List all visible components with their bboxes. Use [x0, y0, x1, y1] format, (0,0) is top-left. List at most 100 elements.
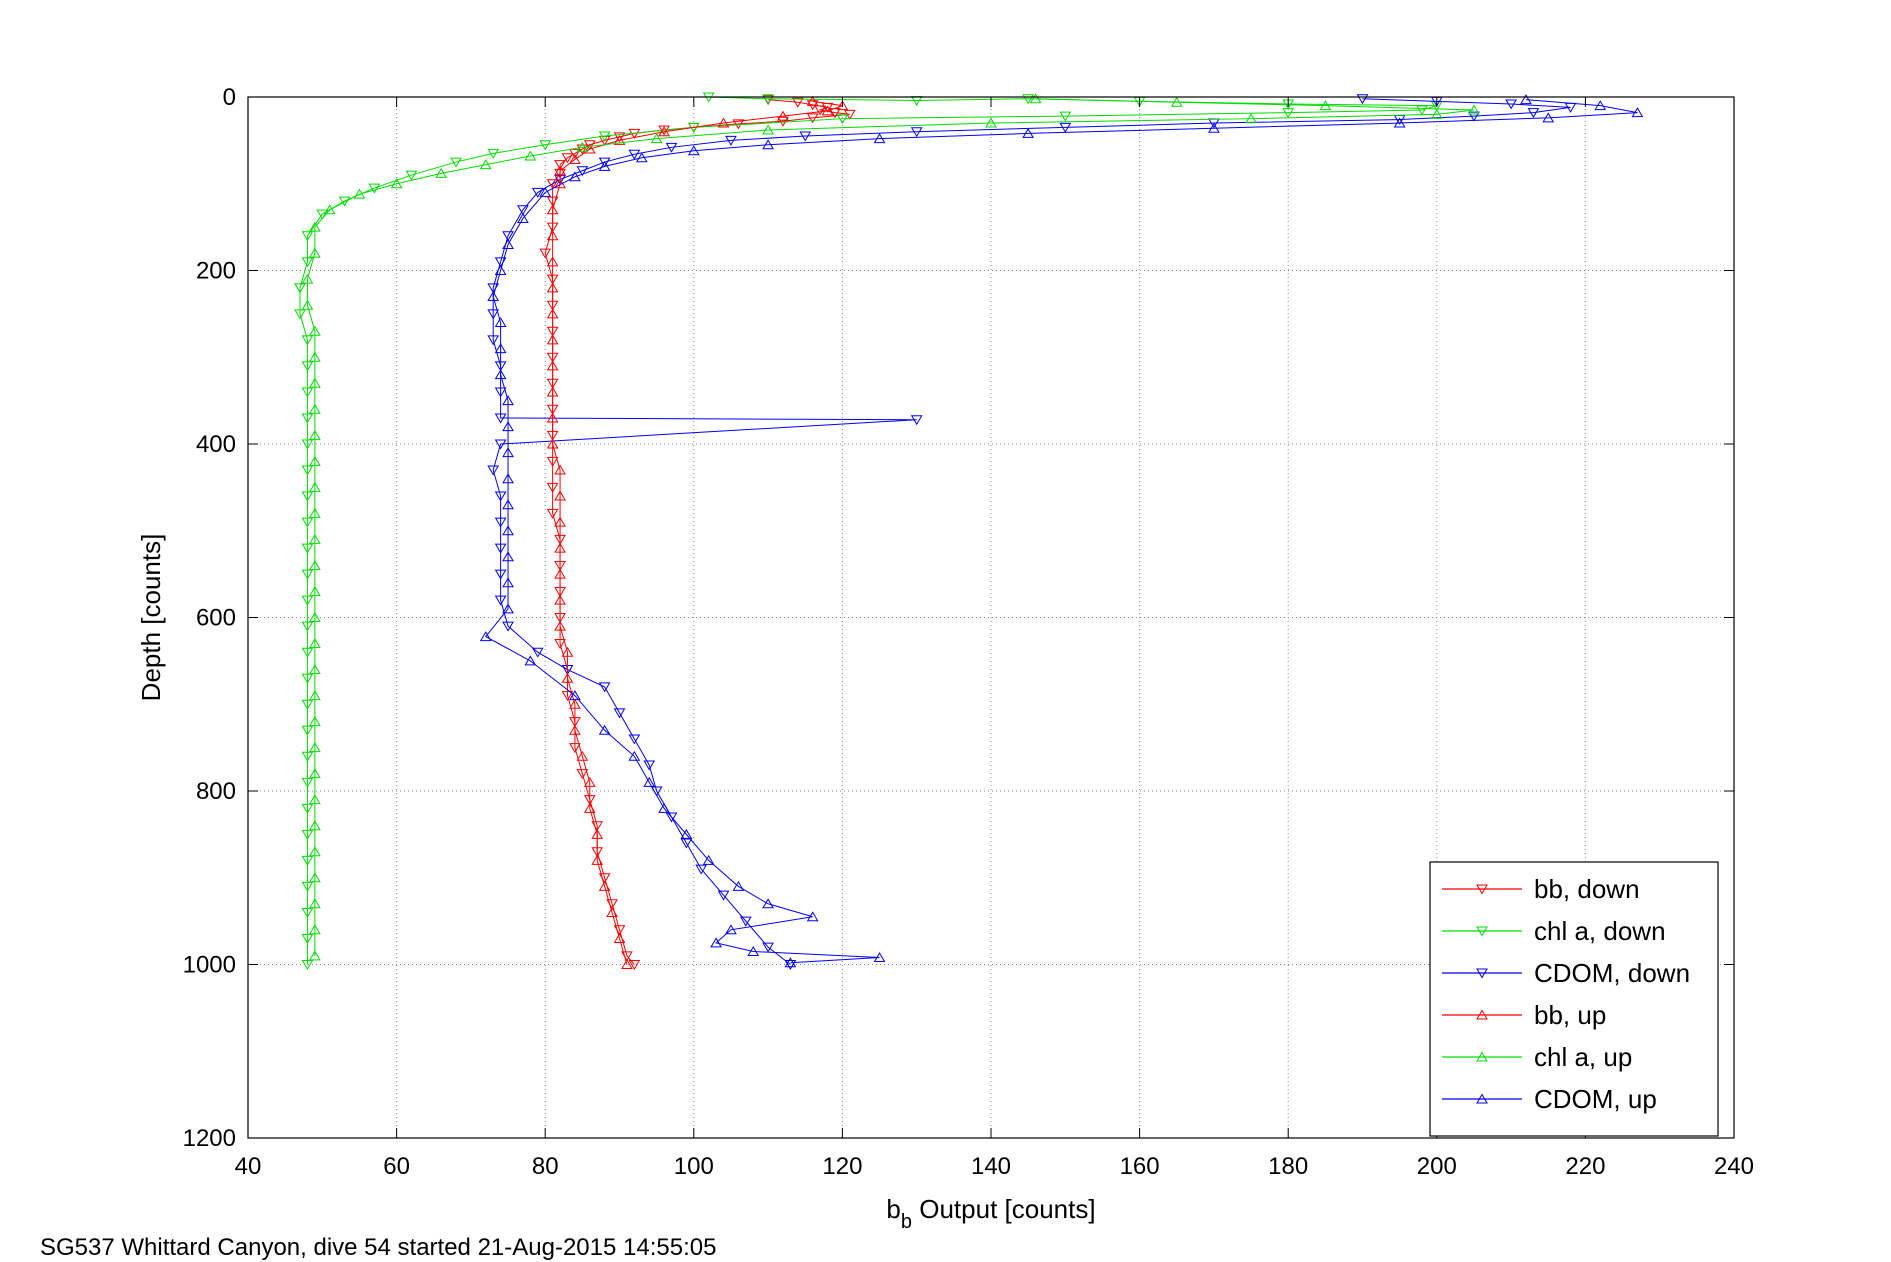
y-axis-label: Depth [counts]	[136, 534, 166, 702]
legend-label: CDOM, down	[1534, 958, 1690, 988]
data-point	[613, 932, 626, 943]
data-point	[1245, 113, 1257, 124]
data-point	[301, 257, 314, 268]
data-point	[554, 639, 566, 650]
data-point	[494, 265, 507, 275]
data-point	[502, 603, 514, 614]
data-point	[791, 97, 804, 108]
data-point	[301, 491, 314, 502]
data-point	[502, 231, 514, 242]
data-point	[739, 916, 752, 927]
data-point	[591, 828, 604, 839]
data-point	[301, 273, 314, 284]
data-point	[784, 957, 797, 968]
data-point	[546, 308, 559, 319]
data-point	[1022, 127, 1035, 138]
x-tick-label: 220	[1565, 1153, 1605, 1180]
data-point	[502, 525, 514, 536]
data-point	[308, 716, 321, 727]
data-point	[1208, 122, 1220, 133]
data-point	[598, 682, 611, 693]
series-line	[484, 99, 1638, 964]
data-point	[308, 820, 321, 831]
data-point	[1022, 94, 1035, 105]
data-point	[747, 946, 760, 956]
x-axis-label-main: b	[886, 1194, 900, 1224]
data-point	[301, 855, 314, 866]
data-point	[487, 465, 500, 476]
data-point	[1520, 94, 1532, 105]
data-point	[308, 325, 321, 336]
data-point	[725, 924, 737, 935]
data-point	[435, 167, 448, 178]
data-point	[554, 516, 566, 527]
data-point	[308, 377, 321, 388]
data-point	[665, 812, 678, 823]
data-point	[301, 543, 314, 554]
data-point	[1505, 99, 1517, 110]
data-point	[583, 776, 596, 787]
x-tick-label: 80	[532, 1153, 559, 1180]
data-point	[353, 188, 366, 199]
data-point	[494, 369, 507, 380]
data-point	[1393, 117, 1406, 128]
data-point	[301, 465, 314, 476]
data-point	[301, 439, 314, 450]
data-point	[301, 517, 314, 528]
legend-box	[1429, 861, 1719, 1137]
data-point	[502, 238, 514, 249]
data-point	[821, 105, 834, 116]
data-point	[561, 153, 574, 164]
data-point	[494, 439, 507, 450]
data-point	[583, 143, 596, 154]
data-point	[308, 403, 321, 414]
data-point	[569, 743, 581, 754]
data-series	[294, 92, 1644, 970]
data-point	[301, 777, 314, 788]
legend-swatch-marker	[1476, 884, 1488, 895]
data-point	[554, 568, 566, 579]
data-point	[554, 594, 566, 605]
data-point	[308, 742, 321, 753]
x-axis-label: bb Output [counts]	[886, 1194, 1095, 1233]
data-point	[301, 933, 314, 944]
data-point	[658, 126, 670, 137]
data-point	[308, 638, 321, 649]
x-tick-label: 180	[1268, 1153, 1308, 1180]
data-point	[546, 256, 559, 267]
data-point	[680, 838, 693, 849]
legend-label: CDOM, up	[1534, 1084, 1657, 1114]
data-point	[836, 100, 849, 111]
data-point	[1356, 94, 1369, 105]
data-point	[613, 132, 626, 143]
data-point	[487, 309, 500, 320]
data-point	[717, 890, 730, 901]
data-point	[494, 413, 507, 424]
y-tick-label: 200	[196, 258, 236, 285]
data-point	[308, 924, 321, 935]
data-point	[1631, 107, 1644, 118]
data-point	[628, 734, 641, 745]
data-point	[546, 334, 559, 345]
data-point	[732, 880, 745, 891]
axis-ticks: 40 60 80 100 120 140 160 180 200 220 240 0 200 400 600…	[183, 84, 1754, 1180]
data-point	[628, 149, 641, 160]
data-point	[450, 157, 462, 168]
data-point	[1430, 108, 1443, 119]
data-point	[710, 937, 722, 948]
data-point	[1170, 96, 1183, 107]
data-point	[405, 170, 418, 181]
y-tick-label: 600	[196, 605, 236, 632]
data-point	[308, 846, 321, 857]
data-point	[301, 231, 314, 242]
data-point	[1542, 112, 1555, 123]
data-point	[308, 455, 321, 466]
data-point	[517, 205, 529, 216]
data-point	[546, 508, 559, 519]
data-point	[1468, 111, 1480, 122]
x-tick-label: 140	[971, 1153, 1011, 1180]
data-point	[598, 157, 611, 168]
legend-swatch-marker	[1476, 1009, 1488, 1020]
data-point	[301, 595, 314, 606]
data-point	[323, 204, 336, 215]
